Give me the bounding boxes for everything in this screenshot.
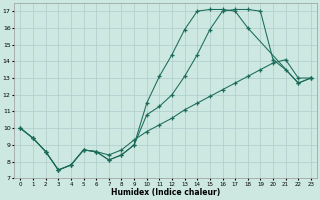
X-axis label: Humidex (Indice chaleur): Humidex (Indice chaleur) (111, 188, 220, 197)
